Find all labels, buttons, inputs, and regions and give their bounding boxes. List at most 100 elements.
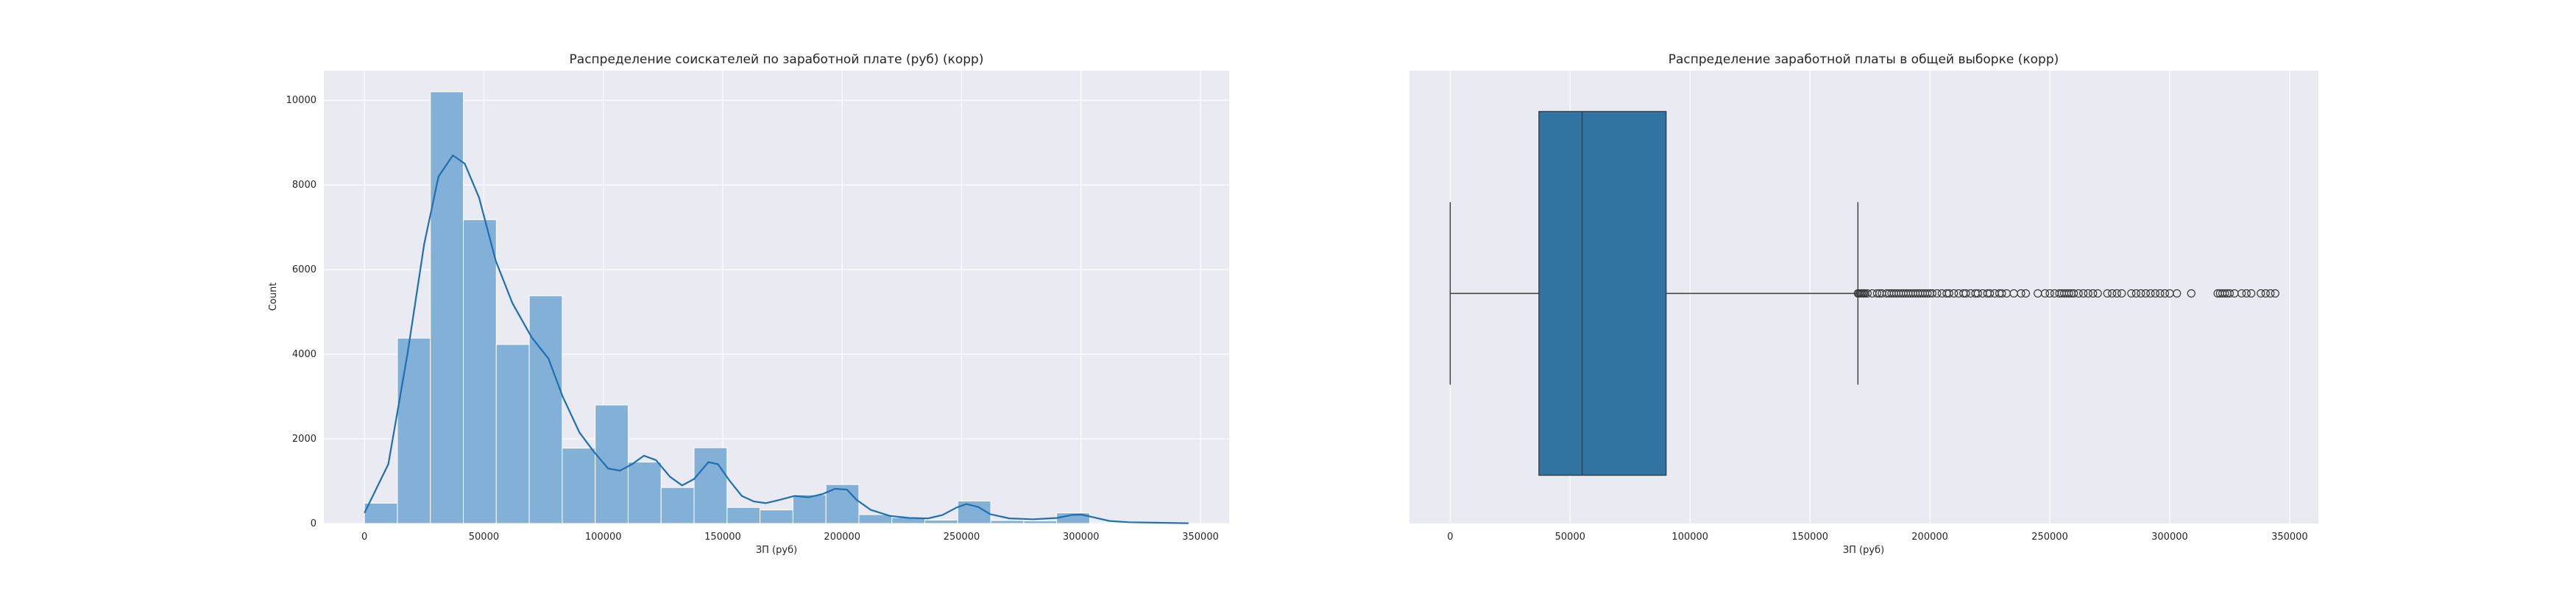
histogram-bar <box>760 509 793 524</box>
histogram-bar <box>528 295 563 524</box>
outlier-point <box>2093 289 2102 298</box>
y-tick-label: 4000 <box>292 349 316 360</box>
boxplot-chart: 0 50000 100000 150000 200000 250000 300000 3500… <box>1409 52 2318 556</box>
histogram-bar <box>364 502 398 524</box>
outlier-point <box>1872 289 1882 298</box>
histogram-bar <box>495 344 530 524</box>
outlier-point <box>1933 289 1942 298</box>
histogram-bar <box>595 404 629 524</box>
x-tick-label: 0 <box>1447 532 1453 543</box>
histogram-title: Распределение соискателей по заработной … <box>570 52 984 67</box>
outlier-point <box>2089 289 2098 298</box>
y-tick-label: 0 <box>311 518 316 529</box>
outlier-point <box>2137 289 2145 298</box>
boxplot-box <box>1449 110 1859 476</box>
histogram-chart: 0 50000 100000 150000 200000 250000 300000 3500… <box>268 52 1229 556</box>
boxplot-x-tick-labels: 0 50000 100000 150000 200000 250000 300000 3500… <box>1447 532 2307 543</box>
outlier-point <box>2221 289 2229 298</box>
outlier-point <box>2237 289 2246 298</box>
outlier-point <box>2266 289 2275 298</box>
histogram-bar <box>397 337 431 524</box>
x-tick-label: 250000 <box>2031 532 2068 543</box>
outlier-point <box>2247 289 2256 298</box>
outlier-point <box>2112 289 2121 298</box>
outlier-point <box>2131 289 2140 298</box>
outlier-point <box>2070 289 2078 298</box>
outlier-point <box>1961 289 1970 298</box>
x-tick-label: 150000 <box>704 532 741 543</box>
histogram-bar <box>463 219 497 524</box>
outlier-point <box>2146 289 2155 298</box>
x-tick-label: 50000 <box>469 532 499 543</box>
outlier-point <box>2040 289 2050 298</box>
outlier-point <box>1863 289 1872 298</box>
outlier-point <box>2261 289 2270 298</box>
outlier-point <box>2021 289 2031 298</box>
outlier-point <box>2074 289 2083 298</box>
outlier-point <box>1928 289 1936 298</box>
outlier-point <box>2079 289 2088 298</box>
x-tick-label: 300000 <box>2151 532 2188 543</box>
outlier-point <box>2117 289 2126 298</box>
kde-line <box>364 154 1189 524</box>
x-tick-label: 100000 <box>1671 532 1708 543</box>
outlier-point <box>2064 289 2073 298</box>
histogram-bar <box>924 519 958 524</box>
histogram-bar <box>858 514 893 524</box>
outlier-point <box>2160 289 2170 298</box>
outlier-point <box>1998 289 2006 298</box>
histogram-y-axis-label: Count <box>268 283 279 311</box>
outlier-point <box>2257 289 2265 298</box>
x-tick-label: 200000 <box>1911 532 1948 543</box>
histogram-bar <box>990 520 1025 524</box>
outlier-point <box>2242 289 2251 298</box>
histogram-bar <box>726 507 761 524</box>
x-tick-label: 300000 <box>1063 532 1100 543</box>
interquartile-box <box>1538 110 1667 476</box>
outlier-point <box>1973 289 1982 298</box>
outlier-point <box>1985 289 1995 298</box>
histogram-bar <box>1023 521 1058 524</box>
y-tick-label: 2000 <box>292 434 316 445</box>
x-tick-label: 350000 <box>2271 532 2308 543</box>
y-tick-label: 8000 <box>292 180 316 191</box>
x-tick-label: 250000 <box>944 532 980 543</box>
x-tick-label: 100000 <box>585 532 622 543</box>
histogram-y-tick-labels: 0 2000 4000 6000 8000 10000 <box>286 95 316 529</box>
histogram-bars <box>364 91 1189 524</box>
histogram-x-axis-label: ЗП (руб) <box>756 545 797 556</box>
outlier-point <box>1950 289 1958 298</box>
outlier-point <box>2084 289 2092 298</box>
y-tick-label: 6000 <box>292 264 316 275</box>
outlier-point <box>2045 289 2054 298</box>
x-tick-label: 150000 <box>1791 532 1828 543</box>
outlier-point <box>2187 289 2195 298</box>
histogram-bar <box>430 91 464 524</box>
outlier-point <box>1923 289 1932 298</box>
histogram-x-tick-labels: 0 50000 100000 150000 200000 250000 300000 3500… <box>361 532 1219 543</box>
outlier-point <box>2156 289 2165 298</box>
histogram-bar <box>660 487 695 524</box>
x-tick-label: 350000 <box>1182 532 1219 543</box>
histogram-bar <box>693 447 728 524</box>
outlier-point <box>2017 289 2025 298</box>
x-tick-label: 0 <box>361 532 367 543</box>
outlier-point <box>2173 289 2182 298</box>
outlier-point <box>2271 289 2279 298</box>
x-tick-label: 200000 <box>824 532 860 543</box>
outlier-point <box>1945 289 1953 298</box>
outlier-point <box>2151 289 2160 298</box>
boxplot-title: Распределение заработной платы в общей в… <box>1669 52 2059 67</box>
outlier-point <box>2108 289 2117 298</box>
boxplot-outliers <box>1853 289 2279 298</box>
y-tick-label: 10000 <box>286 95 316 106</box>
histogram-bar <box>792 494 827 524</box>
x-tick-label: 50000 <box>1555 532 1585 543</box>
outlier-point <box>2225 289 2234 298</box>
histogram-bar <box>627 462 662 524</box>
boxplot-x-axis-label: ЗП (руб) <box>1843 545 1884 556</box>
histogram-bar <box>562 448 596 524</box>
outlier-point <box>2141 289 2150 298</box>
outlier-point <box>2127 289 2136 298</box>
